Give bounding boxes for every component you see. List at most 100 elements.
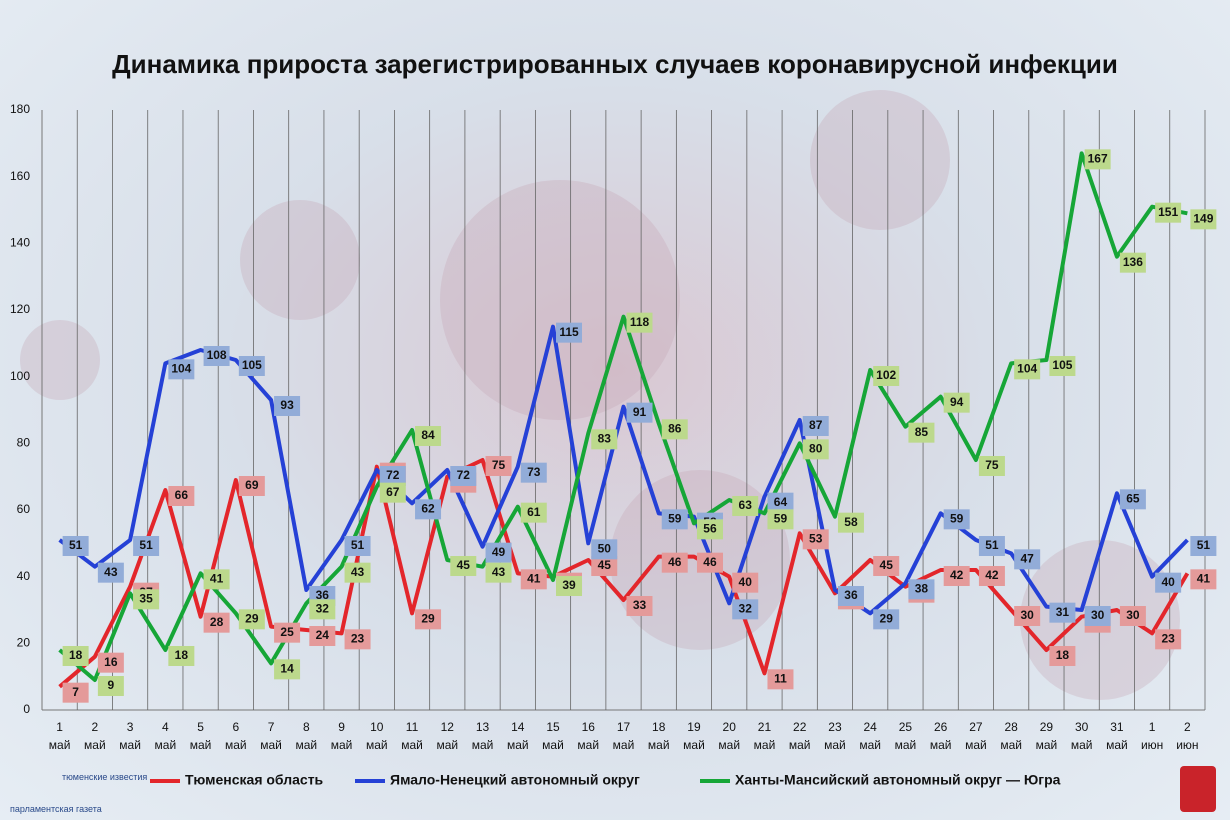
logo-top: тюменские известия (62, 772, 147, 782)
value-label: 43 (492, 565, 506, 579)
value-label: 40 (739, 575, 753, 589)
value-label-box (62, 536, 89, 556)
value-label: 11 (774, 672, 787, 686)
value-label-box (274, 659, 301, 680)
series-line (58, 458, 1190, 689)
x-tick-label: 22 май (788, 720, 811, 752)
value-label: 167 (1088, 152, 1108, 166)
value-label-box (1190, 536, 1217, 556)
value-label: 75 (492, 458, 506, 472)
x-tick-label: 30 май (1070, 720, 1093, 752)
value-label-box (238, 356, 265, 376)
value-label: 43 (104, 565, 118, 579)
value-label: 16 (104, 655, 118, 669)
x-tick-label: 3 май (119, 720, 141, 752)
value-label-box (203, 569, 230, 590)
value-label-box (978, 456, 1005, 476)
value-label: 58 (844, 515, 858, 529)
value-label-box (1084, 149, 1111, 170)
value-label: 73 (527, 465, 541, 479)
value-label-box (1119, 606, 1146, 626)
value-label: 91 (633, 405, 647, 419)
y-tick-label: 0 (23, 702, 30, 716)
value-label: 45 (880, 558, 894, 572)
value-label-box (1190, 209, 1217, 230)
value-label: 86 (668, 422, 682, 436)
value-label-box (943, 566, 970, 586)
series-line (58, 151, 1188, 682)
value-label-box (344, 629, 371, 650)
x-tick-label: 10 май (365, 720, 388, 752)
value-label-box (309, 626, 336, 646)
value-label-box (1155, 629, 1182, 650)
value-label-box (1155, 202, 1182, 223)
value-label-box (344, 536, 371, 556)
value-label: 9 (108, 678, 115, 692)
value-label-box (1190, 569, 1217, 590)
value-label-box (309, 599, 336, 620)
x-tick-label: 21 май (753, 720, 776, 752)
x-tick-label: 1 июн (1140, 720, 1164, 752)
y-tick-label: 160 (10, 169, 30, 183)
value-label-box (238, 476, 265, 496)
value-label: 41 (527, 572, 541, 586)
value-label: 50 (598, 542, 612, 556)
value-label: 51 (351, 538, 365, 552)
x-tick-label: 4 май (154, 720, 177, 752)
value-label-box (556, 576, 583, 596)
x-tick-label: 2 июн (1176, 720, 1199, 752)
x-tick-label: 16 май (577, 720, 600, 752)
value-label: 104 (171, 362, 191, 376)
value-label-box (591, 429, 618, 450)
value-label: 64 (774, 495, 788, 509)
x-tick-label: 9 май (330, 720, 353, 752)
value-label-box (908, 422, 935, 443)
value-label: 83 (598, 432, 612, 446)
value-label-box (661, 509, 688, 530)
value-label-box (802, 439, 829, 460)
value-label: 33 (633, 598, 647, 612)
value-label: 115 (559, 325, 579, 339)
x-tick-label: 11 май (401, 720, 423, 752)
value-label-box (943, 509, 970, 530)
value-label-box (520, 502, 547, 523)
value-label-box (661, 419, 688, 440)
value-label: 42 (985, 568, 999, 582)
value-label-box (415, 609, 442, 630)
value-label-box (379, 466, 406, 486)
value-label: 18 (175, 648, 189, 662)
value-label-box (767, 509, 794, 530)
value-label: 41 (1197, 572, 1211, 586)
value-label-box (97, 562, 124, 583)
value-label-box (485, 542, 512, 563)
value-label: 102 (876, 368, 896, 382)
value-label-box (203, 612, 230, 633)
value-label: 53 (809, 532, 823, 546)
value-label: 87 (809, 418, 823, 432)
value-label: 46 (703, 555, 717, 569)
x-tick-label: 28 май (1000, 720, 1022, 752)
x-tick-label: 18 май (647, 720, 670, 752)
value-label: 59 (774, 512, 788, 526)
y-tick-label: 40 (17, 569, 31, 583)
value-label: 43 (351, 565, 365, 579)
x-tick-label: 5 май (189, 720, 212, 752)
value-label-box (274, 396, 301, 416)
value-label: 38 (915, 582, 929, 596)
value-label: 72 (386, 468, 400, 482)
value-label-box (133, 589, 160, 610)
value-label: 84 (421, 428, 435, 442)
value-label: 45 (598, 558, 612, 572)
value-label: 49 (492, 545, 506, 559)
value-label: 23 (1161, 632, 1175, 646)
value-label: 80 (809, 442, 823, 456)
value-label: 7 (72, 685, 79, 699)
value-label: 32 (739, 602, 753, 616)
value-label-box (696, 519, 723, 540)
value-label-box (344, 562, 371, 583)
value-label: 30 (1126, 608, 1140, 622)
value-label-box (520, 462, 547, 483)
value-label: 72 (457, 468, 471, 482)
value-label: 62 (421, 502, 435, 516)
